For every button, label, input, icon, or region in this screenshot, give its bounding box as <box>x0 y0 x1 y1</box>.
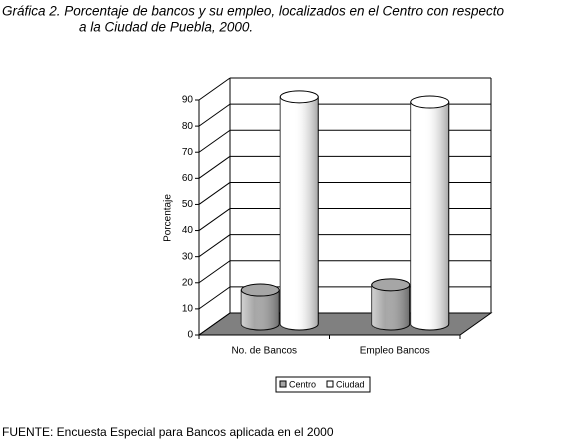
y-tick-label: 10 <box>182 304 194 315</box>
x-tick-label: Empleo Bancos <box>360 346 430 357</box>
legend-label: Centro <box>289 379 316 389</box>
cylinder-shade <box>241 290 280 330</box>
cylinder-shade <box>410 102 449 330</box>
grid-line <box>198 103 231 127</box>
cylinder-top <box>240 283 280 297</box>
grid-line <box>198 155 231 179</box>
grid-line <box>198 182 231 205</box>
grid-line <box>198 260 231 284</box>
grid-line <box>198 312 231 336</box>
y-tick-label: 50 <box>182 199 194 210</box>
grid-line <box>198 286 231 310</box>
cylinder-shade <box>280 96 319 330</box>
cylinder-shade <box>371 284 410 330</box>
x-tick-label: No. de Bancos <box>231 346 297 357</box>
legend-box <box>275 376 371 393</box>
grid-line <box>198 77 231 101</box>
source: FUENTE: Encuesta Especial para Bancos ap… <box>2 425 334 439</box>
legend-swatch <box>326 380 334 388</box>
cylinder-top <box>371 278 411 292</box>
grid-line <box>198 234 231 258</box>
legend-swatch <box>279 380 287 388</box>
y-tick-label: 40 <box>182 225 194 236</box>
y-tick-label: 70 <box>182 147 194 158</box>
cylinder-top <box>410 95 450 109</box>
y-tick-label: 80 <box>182 121 194 132</box>
y-tick-label: 90 <box>182 95 194 106</box>
chart-title: a la Ciudad de Puebla, 2000. <box>79 20 253 35</box>
y-axis-title: Porcentaje <box>163 194 174 242</box>
grid-line <box>198 129 231 153</box>
chart-title: Gráfica 2. Porcentaje de bancos y su emp… <box>2 4 505 19</box>
y-tick-label: 30 <box>182 251 194 262</box>
y-tick-label: 0 <box>187 330 193 341</box>
legend-label: Ciudad <box>336 379 365 389</box>
grid-line <box>198 208 231 231</box>
cylinder-top <box>279 90 319 104</box>
y-tick-label: 20 <box>182 277 194 288</box>
y-tick-label: 60 <box>182 173 194 184</box>
